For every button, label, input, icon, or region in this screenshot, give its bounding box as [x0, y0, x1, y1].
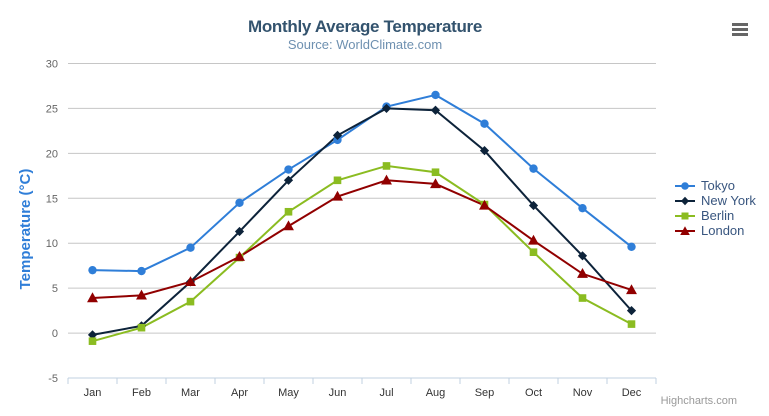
svg-text:Feb: Feb — [132, 387, 151, 399]
svg-text:Aug: Aug — [426, 387, 446, 399]
svg-text:Nov: Nov — [573, 387, 593, 399]
svg-text:Jan: Jan — [84, 387, 102, 399]
svg-text:5: 5 — [52, 283, 58, 295]
svg-text:Jul: Jul — [379, 387, 393, 399]
svg-text:Mar: Mar — [181, 387, 200, 399]
svg-text:May: May — [278, 387, 299, 399]
svg-text:30: 30 — [46, 59, 58, 71]
svg-text:20: 20 — [46, 148, 58, 160]
svg-text:Oct: Oct — [525, 387, 542, 399]
svg-text:Sep: Sep — [475, 387, 495, 399]
svg-text:Jun: Jun — [329, 387, 347, 399]
svg-text:-5: -5 — [48, 373, 58, 385]
svg-text:25: 25 — [46, 103, 58, 115]
svg-text:0: 0 — [52, 328, 58, 340]
svg-text:Apr: Apr — [231, 387, 248, 399]
svg-text:15: 15 — [46, 193, 58, 205]
svg-text:10: 10 — [46, 238, 58, 250]
svg-text:Dec: Dec — [622, 387, 642, 399]
